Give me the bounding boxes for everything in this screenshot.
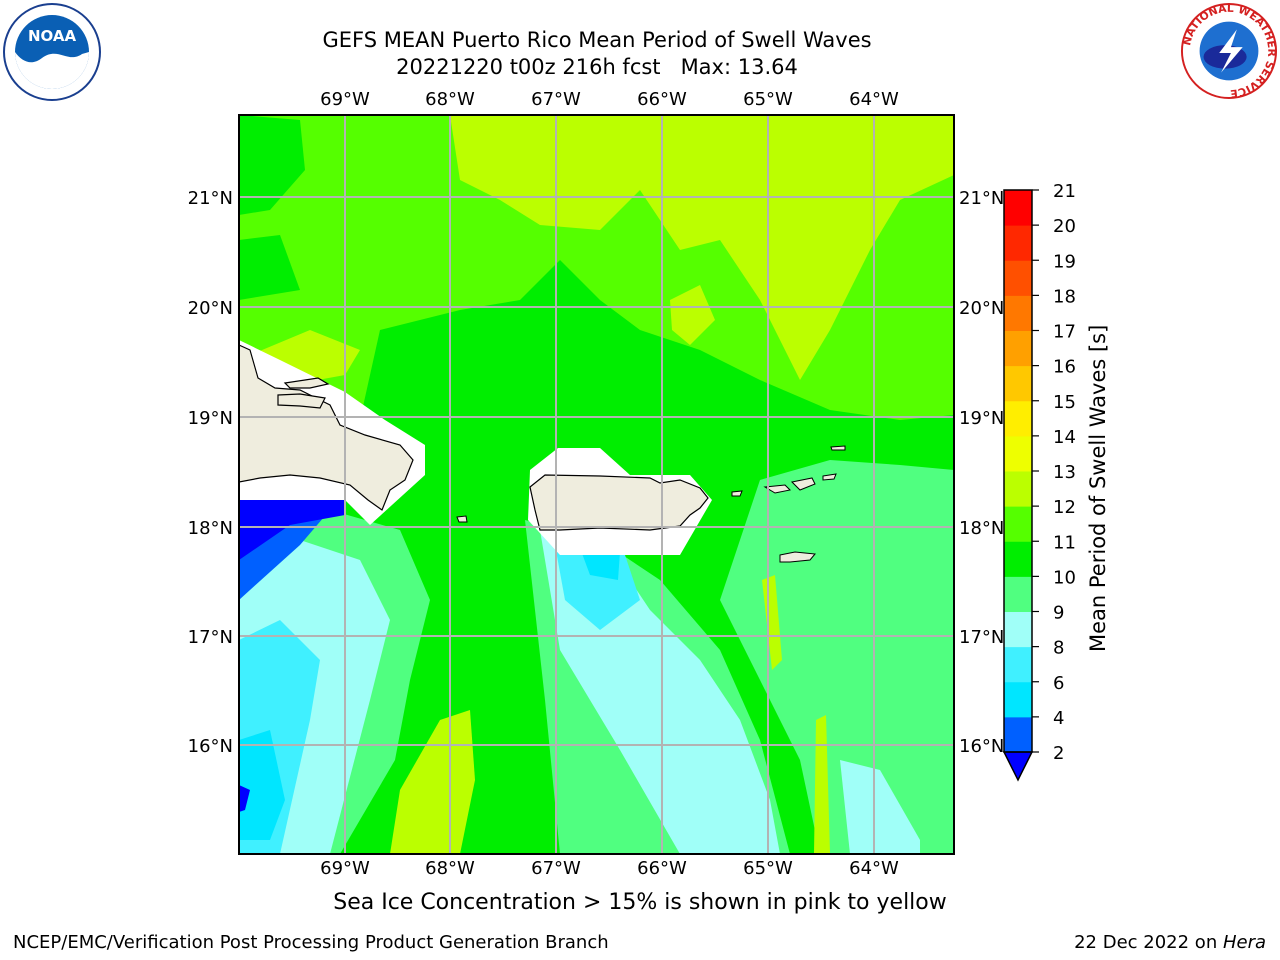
lon-label-bottom: 65°W <box>743 858 793 879</box>
lon-label-bottom: 64°W <box>849 858 899 879</box>
contour-fill-8-9 <box>840 760 920 854</box>
lat-label-left: 19°N <box>188 408 233 429</box>
lat-label-right: 20°N <box>959 298 1004 319</box>
colorbar: 2 4 6 8 9 10 11 12 13 14 15 16 17 18 19 20 21 <box>1002 181 1076 782</box>
colorbar-tick-label: 4 <box>1053 708 1064 729</box>
land-mona-island <box>456 515 468 523</box>
colorbar-swatch <box>1004 330 1032 367</box>
land-virgin-islands <box>763 484 792 494</box>
lon-label-bottom: 69°W <box>320 858 370 879</box>
lat-label-right: 19°N <box>959 408 1004 429</box>
colorbar-swatch <box>1004 576 1032 612</box>
colorbar-swatch <box>1004 365 1032 402</box>
footer-date: 22 Dec 2022 on Hera <box>1074 932 1266 953</box>
colorbar-swatch <box>1004 260 1032 296</box>
contour-fill-10-11 <box>239 235 300 300</box>
colorbar-swatch <box>1004 716 1032 753</box>
colorbar-tick-label: 20 <box>1053 216 1076 237</box>
lon-label-top: 64°W <box>849 89 899 110</box>
lon-label-top: 69°W <box>320 89 370 110</box>
lon-label-top: 67°W <box>531 89 581 110</box>
colorbar-under-extension <box>1002 751 1034 782</box>
lat-label-left: 16°N <box>188 736 233 757</box>
map-subtitle: 20221220 t00z 216h fcst Max: 13.64 <box>396 55 798 79</box>
colorbar-swatch <box>1004 681 1032 718</box>
contour-fill-4-6 <box>580 548 620 580</box>
noaa-logo-text: NOAA <box>28 27 77 45</box>
lat-label-left: 21°N <box>188 188 233 209</box>
colorbar-tick-label: 8 <box>1053 638 1064 659</box>
colorbar-swatch <box>1004 295 1032 331</box>
land-puerto-rico <box>529 474 709 531</box>
land-virgin-islands <box>731 490 743 497</box>
colorbar-tick-label: 18 <box>1053 286 1076 307</box>
colorbar-tick-label: 13 <box>1053 462 1076 483</box>
land-hispaniola <box>277 393 326 409</box>
land-virgin-islands <box>790 477 816 491</box>
colorbar-tick-label: 11 <box>1053 532 1076 553</box>
colorbar-tick-label: 10 <box>1053 567 1076 588</box>
colorbar-swatch <box>1004 225 1032 261</box>
lat-label-right: 21°N <box>959 188 1004 209</box>
colorbar-tick-label: 16 <box>1053 357 1076 378</box>
colorbar-swatch <box>1004 646 1032 683</box>
swell-period-field <box>239 115 954 854</box>
colorbar-tick-label: 12 <box>1053 497 1076 518</box>
colorbar-swatch <box>1004 506 1032 542</box>
lat-label-left: 18°N <box>188 518 233 539</box>
land-hispaniola <box>239 344 414 511</box>
contour-fill-10-11 <box>239 115 305 215</box>
colorbar-tick-label: 14 <box>1053 427 1076 448</box>
colorbar-tick-label: 2 <box>1053 743 1064 764</box>
lat-label-right: 18°N <box>959 518 1004 539</box>
contour-fill-below-2 <box>239 500 345 560</box>
contour-fill-12-13 <box>814 715 830 854</box>
colorbar-tick-label: 6 <box>1053 673 1064 694</box>
lat-label-right: 17°N <box>959 627 1004 648</box>
land-st-croix <box>779 551 816 563</box>
lon-label-top: 68°W <box>425 89 475 110</box>
contour-fill-12-13 <box>670 285 715 345</box>
colorbar-swatch <box>1004 435 1032 472</box>
lon-label-top: 66°W <box>637 89 687 110</box>
land-anegada <box>830 445 846 451</box>
footer-date-text: 22 Dec 2022 on <box>1074 932 1223 953</box>
land-tortuga <box>283 377 330 389</box>
colorbar-swatch <box>1004 541 1032 577</box>
noaa-logo: NOAA <box>3 3 101 101</box>
sea-ice-caption: Sea Ice Concentration > 15% is shown in … <box>333 890 947 915</box>
colorbar-tick-label: 15 <box>1053 392 1076 413</box>
colorbar-swatch <box>1004 611 1032 648</box>
nws-logo: NATIONAL WEATHER SERVICE <box>1180 2 1278 100</box>
colorbar-tick-label: 19 <box>1053 251 1076 272</box>
map-title: GEFS MEAN Puerto Rico Mean Period of Swe… <box>322 28 872 52</box>
lon-label-bottom: 68°W <box>425 858 475 879</box>
colorbar-tick-label: 17 <box>1053 322 1076 343</box>
lon-label-bottom: 66°W <box>637 858 687 879</box>
colorbar-tick-label: 21 <box>1053 181 1076 202</box>
colorbar-swatch <box>1004 471 1032 507</box>
contour-fill-9-10 <box>720 460 954 854</box>
lon-label-bottom: 67°W <box>531 858 581 879</box>
graticule <box>239 115 954 854</box>
colorbar-tick-label: 9 <box>1053 603 1064 624</box>
footer-credit: NCEP/EMC/Verification Post Processing Pr… <box>13 932 609 953</box>
colorbar-swatch <box>1004 400 1032 437</box>
contour-fill-12-13 <box>450 115 954 380</box>
colorbar-label: Mean Period of Swell Waves [s] <box>1086 324 1110 652</box>
footer-machine-name: Hera <box>1222 932 1266 953</box>
map-frame <box>238 114 955 855</box>
lat-label-left: 20°N <box>188 298 233 319</box>
lat-label-left: 17°N <box>188 627 233 648</box>
land-virgin-islands <box>822 473 837 481</box>
contour-fill-below-2 <box>239 785 250 812</box>
lat-label-right: 16°N <box>959 736 1004 757</box>
colorbar-swatch <box>1004 190 1032 226</box>
lon-label-top: 65°W <box>743 89 793 110</box>
contour-fill-4-6 <box>239 730 285 840</box>
